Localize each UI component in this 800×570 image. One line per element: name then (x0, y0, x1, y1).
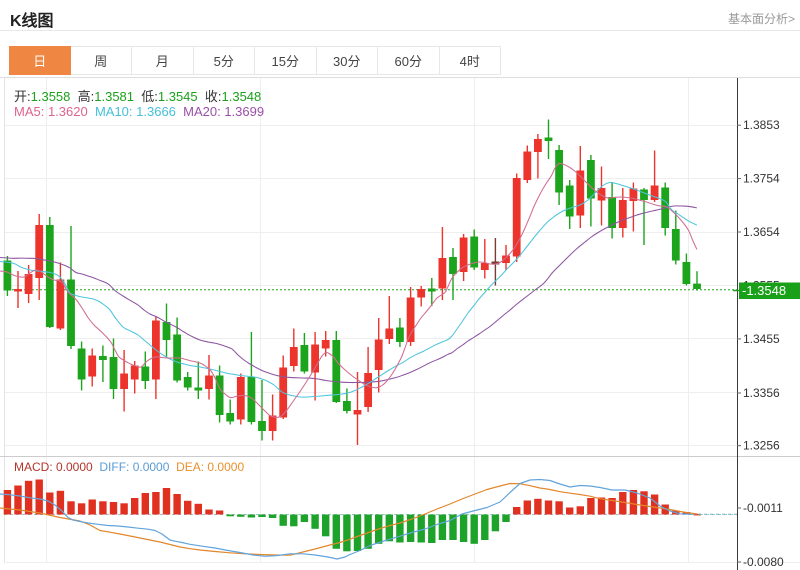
svg-text:1.3455: 1.3455 (743, 332, 780, 346)
svg-text:1.3356: 1.3356 (743, 386, 780, 400)
svg-text:1.3654: 1.3654 (743, 225, 780, 239)
svg-text:1.3754: 1.3754 (743, 172, 780, 186)
svg-text:1.3256: 1.3256 (743, 439, 780, 453)
svg-text:-1.3548: -1.3548 (742, 283, 786, 298)
svg-text:-0.0080: -0.0080 (743, 555, 784, 569)
svg-text:-0.0011: -0.0011 (743, 501, 783, 515)
svg-text:1.3853: 1.3853 (743, 118, 780, 132)
